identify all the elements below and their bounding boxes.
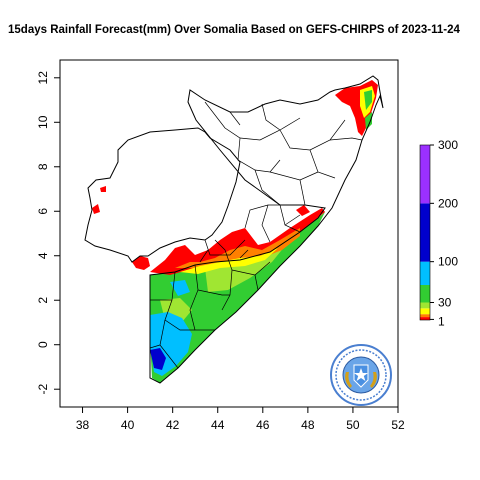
x-tick-label: 44: [211, 418, 225, 432]
x-tick-label: 42: [166, 418, 180, 432]
rain-spot-2: [92, 204, 100, 214]
plot-frame: [59, 59, 399, 408]
y-tick-label: 2: [36, 297, 50, 304]
rain-zone-green: [150, 212, 325, 383]
x-tick-label: 52: [391, 418, 405, 432]
rain-zone-cyan-2: [170, 280, 190, 296]
rain-zone-blue: [150, 348, 166, 370]
district-boundaries: [149, 101, 363, 369]
legend-frame: [419, 144, 431, 321]
legend-band: [420, 261, 430, 285]
x-tick-label: 38: [76, 418, 90, 432]
y-tick-label: 0: [36, 341, 50, 348]
rain-zone-ne-green: [364, 90, 372, 110]
legend-band: [420, 203, 430, 262]
page-title: 15days Rainfall Forecast(mm) Over Somali…: [8, 24, 460, 36]
y-tick-label: 10: [36, 115, 50, 129]
legend-label: 300: [438, 138, 458, 152]
y-tick-label: 8: [36, 163, 50, 170]
x-tick-label: 46: [256, 418, 270, 432]
rain-spot-1: [132, 256, 150, 270]
y-tick-label: 4: [36, 252, 50, 259]
legend-band: [420, 145, 430, 204]
x-tick-label: 48: [301, 418, 315, 432]
somalia-coat-of-arms-seal: [330, 344, 392, 406]
rain-zone-ne-green-2: [365, 112, 372, 130]
legend-colorbar: 1 30 100 200 300: [419, 138, 458, 328]
legend-band: [420, 308, 430, 315]
legend-band: [420, 302, 430, 309]
legend-band: [420, 314, 430, 318]
legend-label: 1: [438, 314, 445, 328]
legend-label: 100: [438, 255, 458, 269]
rain-spot-3: [100, 186, 106, 192]
rain-zone-red: [150, 208, 325, 275]
somalia-rainfall-field: [92, 75, 384, 384]
y-axis: -2 0 2 4 6 8 10 12: [36, 71, 60, 395]
legend-label: 30: [438, 296, 452, 310]
legend-band: [420, 317, 430, 320]
legend-label: 200: [438, 196, 458, 210]
ethiopia-somali-outline: [84, 127, 241, 263]
x-axis: 38 40 42 44 46 48 50 52: [76, 407, 405, 432]
y-tick-label: 6: [36, 208, 50, 215]
somalia-outline: [149, 75, 384, 384]
rain-zone-orange: [175, 228, 300, 268]
x-tick-label: 50: [346, 418, 360, 432]
legend-band: [420, 285, 430, 303]
rain-spot-4: [296, 205, 310, 216]
y-tick-label: 12: [36, 71, 50, 85]
y-tick-label: -2: [36, 384, 50, 395]
x-tick-label: 40: [121, 418, 135, 432]
